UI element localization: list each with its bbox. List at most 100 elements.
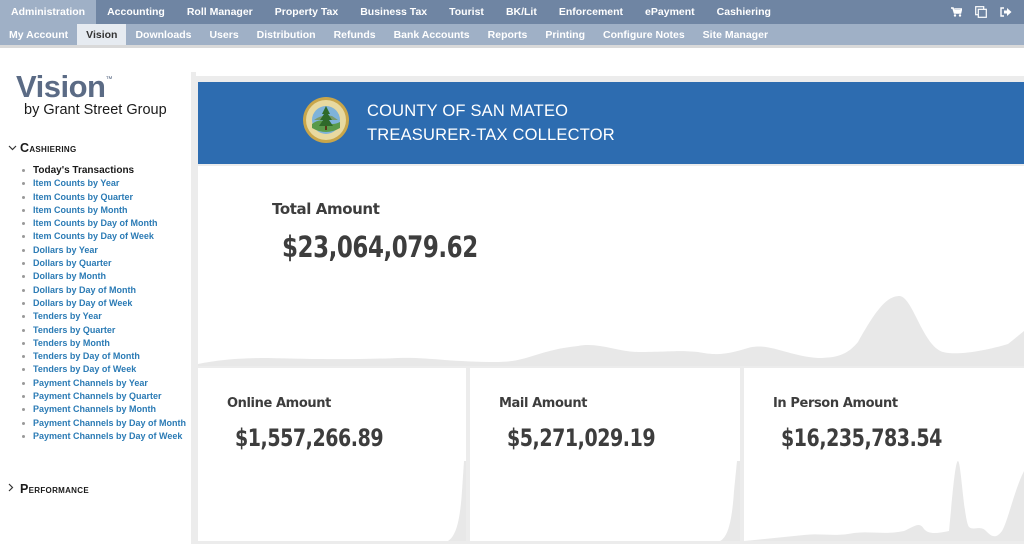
sidebar: Vision™ by Grant Street Group Cashiering…: [0, 48, 193, 544]
list-item: Payment Channels by Quarter: [21, 390, 191, 403]
mail-amount-card[interactable]: Mail Amount $5,271,029.19: [470, 368, 740, 541]
section-label: Performance: [20, 482, 89, 496]
top-nav-enforcement[interactable]: Enforcement: [558, 6, 624, 18]
card-title: Online Amount: [227, 396, 331, 411]
list-item: Dollars by Day of Week: [21, 297, 191, 310]
sidebar-divider: [191, 72, 196, 544]
list-item: Dollars by Month: [21, 270, 191, 283]
dashboard: COUNTY OF SAN MATEO TREASURER-TAX COLLEC…: [196, 76, 1024, 544]
top-nav-tourist[interactable]: Tourist: [449, 6, 484, 18]
list-item: Tenders by Quarter: [21, 324, 191, 337]
list-item: Today's Transactions: [21, 164, 191, 177]
top-nav-accounting[interactable]: Accounting: [107, 6, 165, 18]
card-title: Total Amount: [272, 200, 380, 218]
logout-icon[interactable]: [1000, 7, 1012, 17]
card-value: $23,064,079.62: [282, 230, 478, 264]
link-dollars-year[interactable]: Dollars by Year: [33, 244, 98, 255]
sub-nav-vision[interactable]: Vision: [77, 24, 127, 45]
card-value: $16,235,783.54: [781, 424, 942, 452]
link-item-counts-quarter[interactable]: Item Counts by Quarter: [33, 191, 134, 202]
link-payment-channels-day-of-month[interactable]: Payment Channels by Day of Month: [33, 417, 187, 428]
list-item: Payment Channels by Year: [21, 377, 191, 390]
card-title: In Person Amount: [773, 396, 898, 411]
list-item: Tenders by Day of Month: [21, 350, 191, 363]
logo-name: Vision: [16, 69, 106, 104]
in-person-sparkline: [744, 461, 1024, 541]
link-tenders-year[interactable]: Tenders by Year: [33, 311, 102, 322]
total-amount-card[interactable]: Total Amount $23,064,079.62: [198, 166, 1024, 366]
card-value: $5,271,029.19: [507, 424, 656, 452]
list-item: Tenders by Year: [21, 310, 191, 323]
county-seal-icon: [303, 97, 349, 143]
link-tenders-quarter[interactable]: Tenders by Quarter: [33, 324, 116, 335]
card-value: $1,557,266.89: [235, 424, 384, 452]
top-nav-roll-manager[interactable]: Roll Manager: [186, 6, 253, 18]
link-dollars-quarter[interactable]: Dollars by Quarter: [33, 258, 112, 269]
sub-nav-site-manager[interactable]: Site Manager: [702, 28, 769, 41]
total-sparkline: [198, 296, 1024, 366]
banner-department: TREASURER-TAX COLLECTOR: [367, 126, 615, 144]
link-item-counts-day-of-month[interactable]: Item Counts by Day of Month: [33, 218, 158, 229]
cart-icon[interactable]: [951, 7, 962, 17]
sub-nav-users[interactable]: Users: [209, 28, 239, 41]
top-nav-administration[interactable]: Administration: [0, 0, 97, 24]
card-title: Mail Amount: [499, 396, 588, 411]
vision-logo: Vision™ by Grant Street Group: [16, 69, 167, 118]
top-nav-cashiering[interactable]: Cashiering: [716, 6, 771, 18]
list-item: Item Counts by Year: [21, 177, 191, 190]
link-tenders-month[interactable]: Tenders by Month: [33, 337, 110, 348]
list-item: Dollars by Year: [21, 244, 191, 257]
sub-nav: My Account Vision Downloads Users Distri…: [0, 24, 1024, 45]
list-item: Tenders by Month: [21, 337, 191, 350]
link-dollars-month[interactable]: Dollars by Month: [33, 271, 107, 282]
link-todays-transactions[interactable]: Today's Transactions: [33, 165, 135, 176]
link-payment-channels-month[interactable]: Payment Channels by Month: [33, 404, 157, 415]
section-label: Cashiering: [20, 141, 77, 155]
windows-icon[interactable]: [975, 6, 987, 18]
top-nav-epayment[interactable]: ePayment: [645, 6, 695, 18]
list-item: Payment Channels by Day of Week: [21, 430, 191, 443]
sub-nav-downloads[interactable]: Downloads: [135, 28, 192, 41]
online-sparkline: [198, 461, 466, 541]
link-item-counts-month[interactable]: Item Counts by Month: [33, 204, 128, 215]
sub-nav-printing[interactable]: Printing: [545, 28, 585, 41]
list-item: Item Counts by Month: [21, 204, 191, 217]
chevron-right-icon: [8, 483, 20, 495]
logo-tagline: by Grant Street Group: [24, 102, 167, 118]
list-item: Dollars by Quarter: [21, 257, 191, 270]
banner-county-name: COUNTY OF SAN MATEO: [367, 102, 569, 120]
link-payment-channels-year[interactable]: Payment Channels by Year: [33, 377, 148, 388]
chevron-down-icon: [8, 143, 20, 154]
county-banner: COUNTY OF SAN MATEO TREASURER-TAX COLLEC…: [198, 82, 1024, 164]
top-nav-business-tax[interactable]: Business Tax: [360, 6, 428, 18]
top-nav-icons: [951, 0, 1024, 24]
link-payment-channels-day-of-week[interactable]: Payment Channels by Day of Week: [33, 430, 183, 441]
sub-nav-refunds[interactable]: Refunds: [333, 28, 376, 41]
link-dollars-day-of-month[interactable]: Dollars by Day of Month: [33, 284, 137, 295]
sub-nav-configure-notes[interactable]: Configure Notes: [603, 28, 685, 41]
sub-nav-bank-accounts[interactable]: Bank Accounts: [393, 28, 470, 41]
nav-divider: [0, 45, 1024, 48]
in-person-amount-card[interactable]: In Person Amount $16,235,783.54: [744, 368, 1024, 541]
list-item: Item Counts by Day of Month: [21, 217, 191, 230]
link-dollars-day-of-week[interactable]: Dollars by Day of Week: [33, 297, 133, 308]
logo-tm: ™: [105, 76, 113, 83]
top-nav-bk-lit[interactable]: BK/Lit: [505, 6, 537, 18]
list-item: Item Counts by Day of Week: [21, 230, 191, 243]
top-nav-property-tax[interactable]: Property Tax: [274, 6, 339, 18]
section-performance[interactable]: Performance: [8, 482, 89, 496]
link-payment-channels-quarter[interactable]: Payment Channels by Quarter: [33, 391, 162, 402]
link-item-counts-day-of-week[interactable]: Item Counts by Day of Week: [33, 231, 154, 242]
list-item: Payment Channels by Month: [21, 403, 191, 416]
sub-nav-distribution[interactable]: Distribution: [256, 28, 316, 41]
link-tenders-day-of-week[interactable]: Tenders by Day of Week: [33, 364, 137, 375]
top-nav: Administration Accounting Roll Manager P…: [0, 0, 1024, 24]
online-amount-card[interactable]: Online Amount $1,557,266.89: [198, 368, 466, 541]
list-item: Dollars by Day of Month: [21, 284, 191, 297]
link-item-counts-year[interactable]: Item Counts by Year: [33, 178, 120, 189]
sub-nav-my-account[interactable]: My Account: [9, 28, 69, 41]
link-tenders-day-of-month[interactable]: Tenders by Day of Month: [33, 351, 140, 362]
section-cashiering[interactable]: Cashiering: [8, 141, 76, 155]
list-item: Tenders by Day of Week: [21, 363, 191, 376]
sub-nav-reports[interactable]: Reports: [487, 28, 528, 41]
